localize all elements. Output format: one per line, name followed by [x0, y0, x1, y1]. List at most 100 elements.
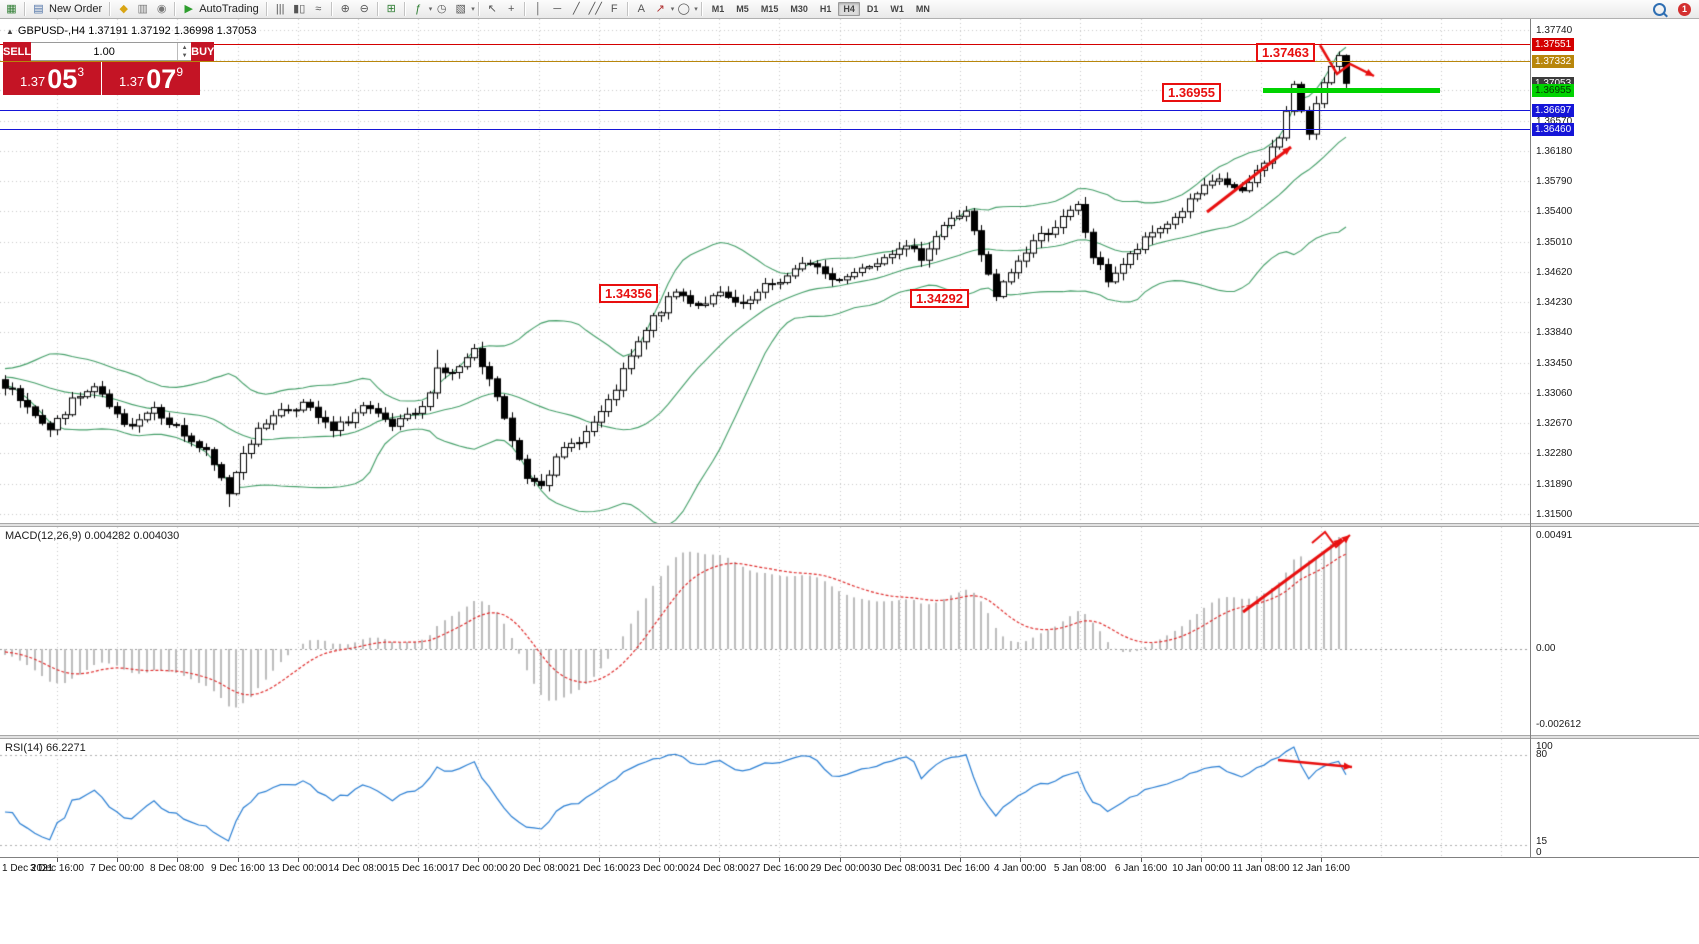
support-segment-1.36955[interactable]	[1263, 88, 1440, 94]
time-axis-label: 5 Jan 08:00	[1053, 863, 1107, 874]
price-axis-tag-1.36697: 1.36697	[1532, 104, 1575, 118]
timeframe-button-d1[interactable]: D1	[866, 4, 879, 14]
arrows-object-icon-dropdown[interactable]: ▾	[670, 6, 675, 13]
time-axis-tick	[117, 858, 118, 862]
time-axis-label: 30 Dec 08:00	[870, 863, 930, 874]
zoom-in-icon[interactable]: ⊕	[340, 3, 350, 15]
buy-button[interactable]: BUY	[191, 42, 215, 61]
price-axis-tag-1.37551: 1.37551	[1532, 38, 1575, 52]
bar-chart-icon[interactable]: |||	[275, 3, 285, 15]
time-axis-label: 14 Dec 08:00	[328, 863, 388, 874]
macd-indicator-canvas[interactable]	[0, 527, 1530, 735]
price-axis-label: 1.35010	[1536, 236, 1573, 248]
price-axis-label: 1.36180	[1536, 145, 1573, 157]
time-axis-tick	[539, 858, 540, 862]
period-clock-icon[interactable]: ◷	[436, 3, 447, 15]
templates-icon[interactable]: ▧	[455, 3, 466, 15]
time-axis-label: 29 Dec 00:00	[810, 863, 870, 874]
rsi-label: RSI(14) 66.2271	[5, 742, 86, 754]
price-callout-dec31[interactable]: 1.34292	[910, 289, 969, 308]
toolbar-divider	[477, 2, 480, 16]
collapse-triangle-icon[interactable]: ▲	[6, 26, 14, 36]
navigator-icon[interactable]: ◉	[156, 3, 167, 15]
autotrading-label[interactable]: AutoTrading	[199, 3, 259, 15]
shapes-icon-dropdown[interactable]: ▾	[694, 6, 698, 13]
timeframe-button-m15[interactable]: M15	[760, 4, 779, 14]
timeframe-button-m1[interactable]: M1	[711, 4, 725, 14]
arrows-object-icon[interactable]: ↗	[655, 3, 665, 15]
channel-icon[interactable]: ╱╱	[588, 3, 602, 15]
time-axis-label: 1 Dec 2021	[2, 863, 54, 874]
rsi-axis-label: 80	[1536, 749, 1548, 760]
sell-button[interactable]: SELL	[3, 42, 32, 61]
timeframe-button-h4[interactable]: H4	[838, 2, 860, 16]
time-axis-tick	[478, 858, 479, 862]
timeframe-button-mn[interactable]: MN	[915, 4, 930, 14]
toolbar-divider	[523, 2, 526, 16]
toolbar-divider	[330, 2, 333, 16]
resistance-line-1.37332[interactable]	[0, 61, 1530, 63]
buy-price-button[interactable]: 1.37 07 9	[102, 62, 200, 95]
new-order-label[interactable]: New Order	[49, 3, 103, 15]
spinner-down-icon[interactable]: ▼	[181, 52, 188, 59]
autotrading-icon[interactable]: ▶	[184, 3, 193, 15]
toolbar-divider	[626, 2, 629, 16]
resistance-line-1.37551[interactable]	[0, 44, 1530, 46]
vertical-line-icon[interactable]: │	[534, 3, 542, 15]
timeframe-button-m5[interactable]: M5	[736, 4, 749, 14]
timeframe-button-m30[interactable]: M30	[790, 4, 808, 14]
volume-spinner[interactable]: ▲ ▼	[177, 43, 191, 60]
volume-input[interactable]	[31, 43, 178, 60]
chart-window-icon[interactable]: ▦	[6, 3, 17, 15]
time-axis-tick	[1201, 858, 1202, 862]
toolbar-divider	[174, 2, 177, 16]
price-chart-canvas[interactable]	[0, 19, 1530, 523]
crosshair-icon[interactable]: +	[508, 3, 515, 15]
time-axis-label: 15 Dec 16:00	[388, 863, 448, 874]
indicators-icon-dropdown[interactable]: ▾	[428, 6, 433, 13]
sell-price-button[interactable]: 1.37 05 3	[3, 62, 101, 95]
panel-separator-macd[interactable]	[0, 523, 1699, 527]
horizontal-line-icon[interactable]: ─	[553, 3, 562, 15]
price-callout-support[interactable]: 1.36955	[1162, 83, 1221, 102]
price-callout-dec23[interactable]: 1.34356	[599, 284, 658, 303]
rsi-axis-label: 100	[1536, 741, 1553, 752]
zoom-out-icon[interactable]: ⊖	[359, 3, 369, 15]
notification-badge[interactable]: 1	[1678, 2, 1691, 16]
text-label-icon[interactable]: A	[637, 3, 645, 15]
timeframe-button-w1[interactable]: W1	[890, 4, 904, 14]
templates-icon-dropdown[interactable]: ▾	[471, 6, 475, 13]
candlestick-chart-icon[interactable]: ▮▯	[293, 3, 306, 15]
trendline-icon[interactable]: ╱	[572, 3, 580, 15]
time-axis[interactable]: 1 Dec 2021 3 Dec 16:00 7 Dec 00:00 8 Dec 08…	[0, 857, 1699, 877]
buy-price-base: 1.37	[118, 74, 145, 89]
search-icon[interactable]	[1653, 2, 1666, 16]
time-axis-tick	[840, 858, 841, 862]
line-chart-icon[interactable]: ≈	[315, 3, 322, 15]
one-click-trade-panel: SELL ▲ ▼ BUY 1.37 05 3 1.37 07 9	[3, 42, 215, 95]
timeframe-button-h1[interactable]: H1	[819, 4, 832, 14]
time-axis-label: 24 Dec 08:00	[689, 863, 749, 874]
time-axis-label: 11 Jan 08:00	[1232, 863, 1290, 874]
new-order-icon[interactable]: ▤	[33, 3, 44, 15]
metaeditor-icon[interactable]: ◆	[119, 3, 128, 15]
spinner-up-icon[interactable]: ▲	[181, 44, 188, 51]
support-line-1.36460[interactable]	[0, 128, 1530, 130]
time-axis-label: 8 Dec 08:00	[150, 863, 204, 874]
price-axis-label: 1.35400	[1536, 206, 1573, 218]
price-axis-label: 1.33060	[1536, 387, 1573, 399]
shapes-icon[interactable]: ◯	[677, 3, 690, 15]
fibonacci-icon[interactable]: F	[610, 3, 618, 15]
tile-windows-icon[interactable]: ⊞	[386, 3, 396, 15]
market-watch-icon[interactable]: ▥	[137, 3, 148, 15]
time-axis-tick	[1321, 858, 1322, 862]
panel-separator-rsi[interactable]	[0, 735, 1699, 739]
price-axis-label: 1.37740	[1536, 25, 1573, 36]
support-line-1.36697[interactable]	[0, 110, 1530, 112]
toolbar-divider	[24, 2, 26, 16]
time-axis-tick	[57, 858, 58, 862]
cursor-icon[interactable]: ↖	[487, 3, 497, 15]
indicators-icon[interactable]: ƒ	[415, 3, 422, 15]
rsi-indicator-canvas[interactable]	[0, 739, 1530, 857]
price-callout-high[interactable]: 1.37463	[1256, 43, 1315, 62]
